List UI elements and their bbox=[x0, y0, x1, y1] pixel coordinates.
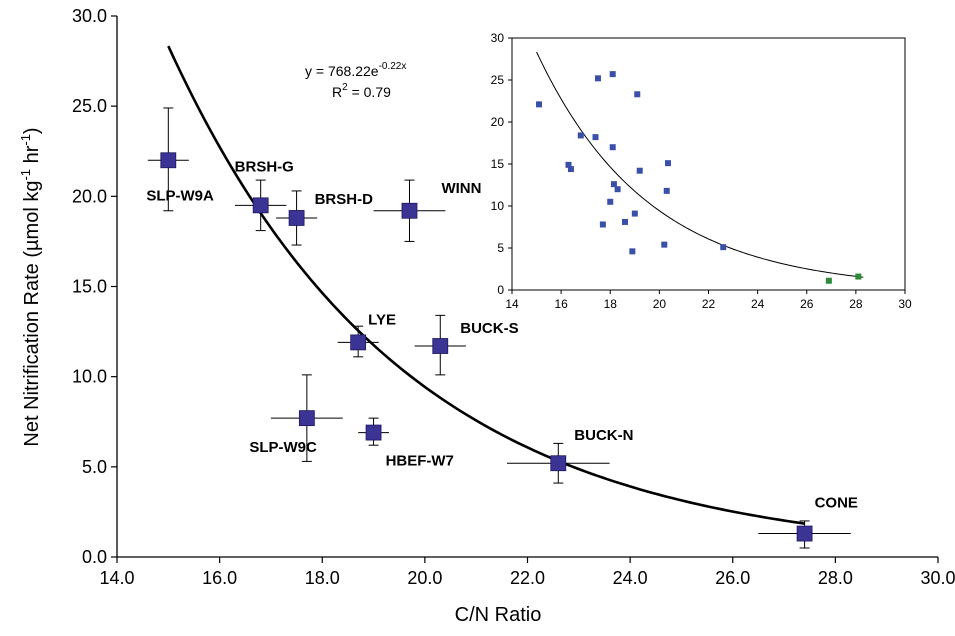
inset-y-tick-label: 30 bbox=[491, 31, 505, 45]
y-tick-label: 0.0 bbox=[82, 547, 107, 567]
inset-x-tick-label: 28 bbox=[849, 297, 863, 311]
inset-data-point bbox=[629, 248, 635, 254]
y-tick-label: 30.0 bbox=[72, 6, 107, 26]
inset-data-point bbox=[615, 186, 621, 192]
data-point-group: SLP-W9C bbox=[249, 375, 342, 462]
inset-data-point bbox=[600, 221, 606, 227]
data-point-label: BUCK-S bbox=[460, 320, 518, 337]
fit-equation: y = 768.22e-0.22x bbox=[305, 61, 406, 79]
inset-data-point bbox=[661, 242, 667, 248]
x-tick-label: 24.0 bbox=[613, 568, 648, 588]
data-point-label: HBEF-W7 bbox=[386, 453, 454, 470]
inset-x-tick-label: 24 bbox=[751, 297, 765, 311]
inset-y-tick-label: 0 bbox=[497, 283, 504, 297]
x-tick-label: 28.0 bbox=[818, 568, 853, 588]
data-point-label: BRSH-G bbox=[235, 158, 294, 175]
y-axis-title-mid: hr bbox=[21, 145, 43, 169]
y-tick-label: 25.0 bbox=[72, 96, 107, 116]
x-tick-label: 20.0 bbox=[407, 568, 442, 588]
x-tick-label: 14.0 bbox=[99, 568, 134, 588]
y-axis-title: Net Nitrification Rate (µmol kg-1 hr-1) bbox=[18, 127, 43, 446]
data-point-marker bbox=[797, 526, 812, 541]
inset-y-tick-label: 10 bbox=[491, 199, 505, 213]
data-point-marker bbox=[351, 335, 366, 350]
y-tick-label: 10.0 bbox=[72, 367, 107, 387]
data-point-marker bbox=[402, 203, 417, 218]
data-point-group: BUCK-S bbox=[415, 315, 519, 375]
data-point-group: BUCK-N bbox=[507, 427, 633, 483]
inset-data-point bbox=[826, 278, 832, 284]
data-point-marker bbox=[253, 198, 268, 213]
inset-data-point bbox=[610, 71, 616, 77]
x-tick-label: 30.0 bbox=[920, 568, 955, 588]
inset-x-tick-label: 30 bbox=[898, 297, 912, 311]
inset-x-tick-label: 26 bbox=[800, 297, 814, 311]
inset-data-point bbox=[632, 211, 638, 217]
inset-data-point bbox=[568, 166, 574, 172]
data-point-marker bbox=[289, 210, 304, 225]
inset-y-tick-label: 15 bbox=[491, 157, 505, 171]
inset-data-point bbox=[610, 144, 616, 150]
inset-plot: 14 16 18 20 22 24 26 28 30 0 5 10 15 20 25 30 bbox=[491, 31, 912, 311]
data-point-group: HBEF-W7 bbox=[358, 418, 454, 469]
data-point-label: BRSH-D bbox=[315, 191, 373, 208]
data-point-marker bbox=[299, 411, 314, 426]
inset-x-tick-label: 16 bbox=[554, 297, 568, 311]
data-point-group: CONE bbox=[758, 495, 858, 548]
inset-data-point bbox=[595, 75, 601, 81]
data-point-marker bbox=[433, 339, 448, 354]
inset-y-tick-label: 20 bbox=[491, 115, 505, 129]
x-tick-label: 26.0 bbox=[715, 568, 750, 588]
fit-equation-exp: -0.22x bbox=[379, 61, 407, 72]
inset-data-point bbox=[607, 199, 613, 205]
x-axis-title: C/N Ratio bbox=[455, 604, 542, 626]
data-point-label: LYE bbox=[368, 311, 396, 328]
inset-data-point bbox=[536, 101, 542, 107]
data-point-label: SLP-W9A bbox=[146, 187, 214, 204]
y-tick-label: 20.0 bbox=[72, 186, 107, 206]
inset-x-tick-label: 20 bbox=[653, 297, 667, 311]
inset-x-tick-label: 22 bbox=[702, 297, 716, 311]
data-point-label: BUCK-N bbox=[574, 427, 633, 444]
x-tick-label: 18.0 bbox=[305, 568, 340, 588]
data-point-group: SLP-W9A bbox=[146, 108, 214, 211]
fit-r-squared: R2 = 0.79 bbox=[332, 82, 391, 100]
data-point-label: SLP-W9C bbox=[249, 439, 317, 456]
data-point-group: BRSH-D bbox=[276, 191, 373, 245]
y-axis-title-sup1: -1 bbox=[18, 169, 33, 181]
data-point-group: WINN bbox=[374, 180, 482, 242]
y-axis-title-main: Net Nitrification Rate (µmol kg bbox=[21, 181, 43, 447]
inset-data-point bbox=[634, 91, 640, 97]
inset-data-point bbox=[720, 244, 726, 250]
inset-data-point bbox=[664, 188, 670, 194]
inset-data-point bbox=[622, 219, 628, 225]
inset-data-point bbox=[578, 132, 584, 138]
inset-data-point bbox=[855, 274, 861, 280]
inset-y-tick-label: 5 bbox=[497, 241, 504, 255]
y-tick-label: 15.0 bbox=[72, 277, 107, 297]
data-point-label: CONE bbox=[815, 495, 858, 512]
inset-data-point bbox=[593, 134, 599, 140]
inset-data-point bbox=[665, 160, 671, 166]
data-point-marker bbox=[161, 153, 176, 168]
y-tick-label: 5.0 bbox=[82, 457, 107, 477]
inset-data-point bbox=[637, 168, 643, 174]
fit-r2-main: R bbox=[332, 84, 342, 100]
y-axis-title-sup2: -1 bbox=[18, 134, 33, 146]
data-point-label: WINN bbox=[441, 180, 481, 197]
inset-x-tick-label: 14 bbox=[505, 297, 519, 311]
data-point-marker bbox=[551, 456, 566, 471]
fit-equation-main: y = 768.22e bbox=[305, 63, 379, 79]
x-tick-label: 16.0 bbox=[202, 568, 237, 588]
inset-y-tick-label: 25 bbox=[491, 73, 505, 87]
data-point-marker bbox=[366, 425, 381, 440]
y-axis-title-end: ) bbox=[21, 127, 43, 134]
x-tick-label: 22.0 bbox=[510, 568, 545, 588]
fit-r2-suffix: = 0.79 bbox=[348, 84, 391, 100]
inset-x-tick-label: 18 bbox=[604, 297, 618, 311]
